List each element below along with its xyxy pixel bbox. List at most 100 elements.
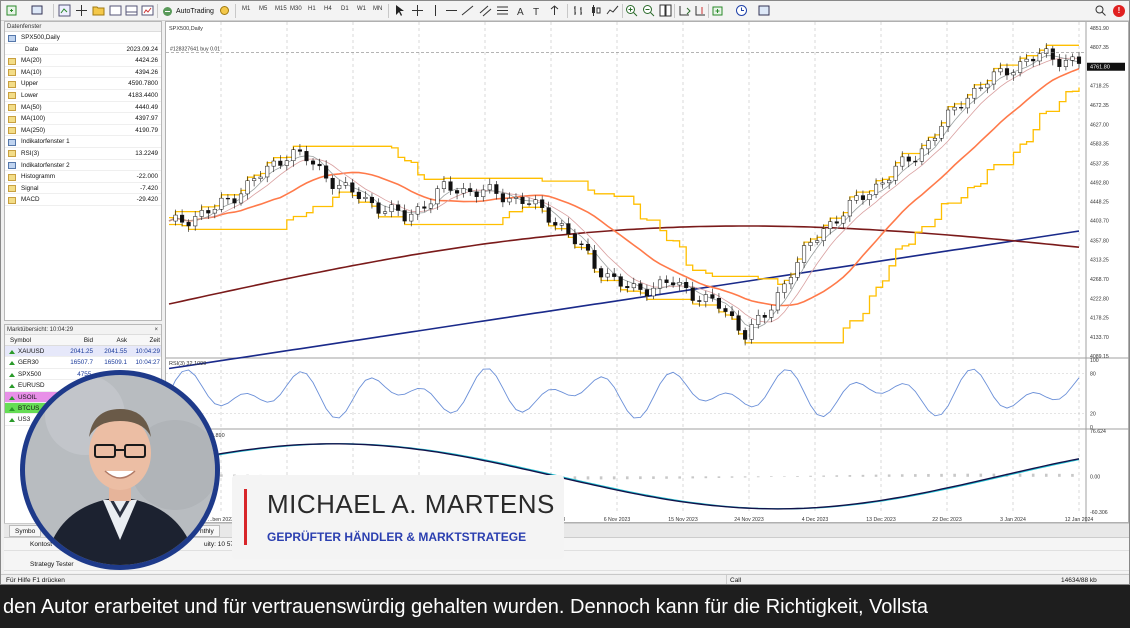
timeframe-m30[interactable]: M30 [290,6,302,12]
timeframe-h4[interactable]: H4 [324,6,332,12]
search-icon[interactable] [1095,5,1106,16]
chart-symbol-icon [8,34,16,42]
account-row[interactable]: Kontost uity: 10 574.0 [4,538,1129,551]
macd-histogram-bar [220,474,223,477]
timeframe-m5[interactable]: M5 [259,6,268,12]
ask-column-header[interactable]: Ask [116,337,128,344]
strategy-tester-label: Strategy Tester [30,561,74,568]
market-watch-icon[interactable] [58,4,71,17]
candle-body [1076,56,1082,64]
macd-histogram-bar [953,473,956,477]
candle-chart-icon[interactable] [589,4,602,17]
experts-icon[interactable] [218,4,231,17]
data-window-value: -7.420 [140,184,158,192]
candle-body [186,222,191,227]
status-traffic: 14634/88 kb [1061,577,1097,584]
macd-histogram-bar [979,473,983,477]
bar-chart-icon[interactable] [572,4,585,17]
tile-windows-icon[interactable] [659,4,672,17]
symbol-column-header[interactable]: Symbol [10,337,31,344]
price-tick-label: 4807.35 [1090,45,1109,51]
price-chart[interactable]: ...ben 2023...ep 202329 Sep 20239 Oct 20… [166,22,1130,524]
zoom-out-icon[interactable] [642,4,655,17]
data-window-value: 4394.26 [135,68,158,76]
data-window-label: Signal [21,184,39,192]
text-icon[interactable]: A [514,4,527,17]
author-title: GEPRÜFTER HÄNDLER & MARKTSTRATEGE [267,530,527,544]
arrows-icon[interactable] [548,4,561,17]
macd-histogram-bar [1031,473,1035,477]
direction-arrow-icon [9,406,15,411]
autotrading-button[interactable]: AutoTrading [162,4,232,18]
indicator-window-icon [8,162,16,170]
cursor-icon[interactable] [393,4,406,17]
macd-histogram-bar [861,474,865,477]
alert-icon[interactable]: ! [1113,5,1125,17]
candle-body [579,243,584,245]
vertical-line-icon[interactable] [429,4,442,17]
fibonacci-icon[interactable] [496,4,509,17]
author-name: MICHAEL A. MARTENS [267,489,555,519]
channel-icon[interactable] [479,4,492,17]
crosshair-icon[interactable] [75,4,88,17]
crosshair-tool-icon[interactable] [411,4,424,17]
data-window-symbol: SPX500,Daily [21,34,60,41]
data-window-row: Histogramm -22.000 [5,171,161,183]
macd-histogram-bar [625,476,629,480]
candle-body [638,283,643,290]
strategy-tester-row[interactable]: Strategy Tester [4,558,1129,571]
zoom-in-icon[interactable] [625,4,638,17]
market-watch-row[interactable]: GER30 16507.7 16509.1 10:04:27 [5,357,161,369]
candle-body [461,188,466,194]
indicators-icon[interactable] [712,4,725,17]
profiles-icon[interactable] [31,4,44,17]
market-symbol: US3 [18,416,31,424]
macd-histogram-bar [652,476,655,479]
candle-body [900,156,905,167]
timeframe-w1[interactable]: W1 [357,6,366,12]
timeframe-m15[interactable]: M15 [275,6,287,12]
trendline-icon[interactable] [461,4,474,17]
candle-body [382,211,388,214]
timeframe-h1[interactable]: H1 [308,6,316,12]
market-watch-row[interactable]: XAUUSD 2041.25 2041.55 10:04:29 [5,346,161,358]
tab-symbols[interactable]: Symbo [9,525,42,537]
data-window-value: 4590.7800 [128,80,158,88]
time-column-header[interactable]: Zeit [149,337,161,344]
chart-shift-icon[interactable] [694,4,707,17]
candle-body [507,198,512,203]
templates-icon[interactable] [758,4,771,17]
close-icon[interactable]: × [154,327,158,333]
indicator-icon [8,150,16,158]
candle-body [219,197,224,210]
price-tick-label: 4222.80 [1090,297,1109,303]
periods-icon[interactable] [735,4,748,17]
label-icon[interactable]: T [531,4,544,17]
timeframe-d1[interactable]: D1 [341,6,349,12]
folder-icon[interactable] [92,4,105,17]
data-window-value: -29.420 [136,196,158,204]
terminal-icon[interactable] [125,4,138,17]
candle-body [893,165,898,181]
autoscroll-icon[interactable] [678,4,691,17]
candle-body [743,330,748,340]
candle-body [533,199,538,205]
candle-body [854,195,859,201]
navigator-icon[interactable] [109,4,122,17]
candle-body [684,282,689,289]
candle-body [1050,48,1055,60]
new-order-icon[interactable] [6,4,19,17]
line-chart-icon[interactable] [606,4,619,17]
timeframe-m1[interactable]: M1 [242,6,251,12]
tester-icon[interactable] [141,4,154,17]
market-symbol: BTCUS [18,404,40,412]
bid-column-header[interactable]: Bid [83,337,93,344]
horizontal-line-icon[interactable] [445,4,458,17]
timeframe-mn[interactable]: MN [373,6,383,12]
candle-body [952,107,957,111]
candle-body [350,182,355,193]
chart-window[interactable]: ...ben 2023...ep 202329 Sep 20239 Oct 20… [165,21,1130,524]
price-tick-label: 4313.25 [1090,258,1109,264]
macd-tick-label: 0.00 [1090,474,1100,480]
candle-body [546,207,551,223]
